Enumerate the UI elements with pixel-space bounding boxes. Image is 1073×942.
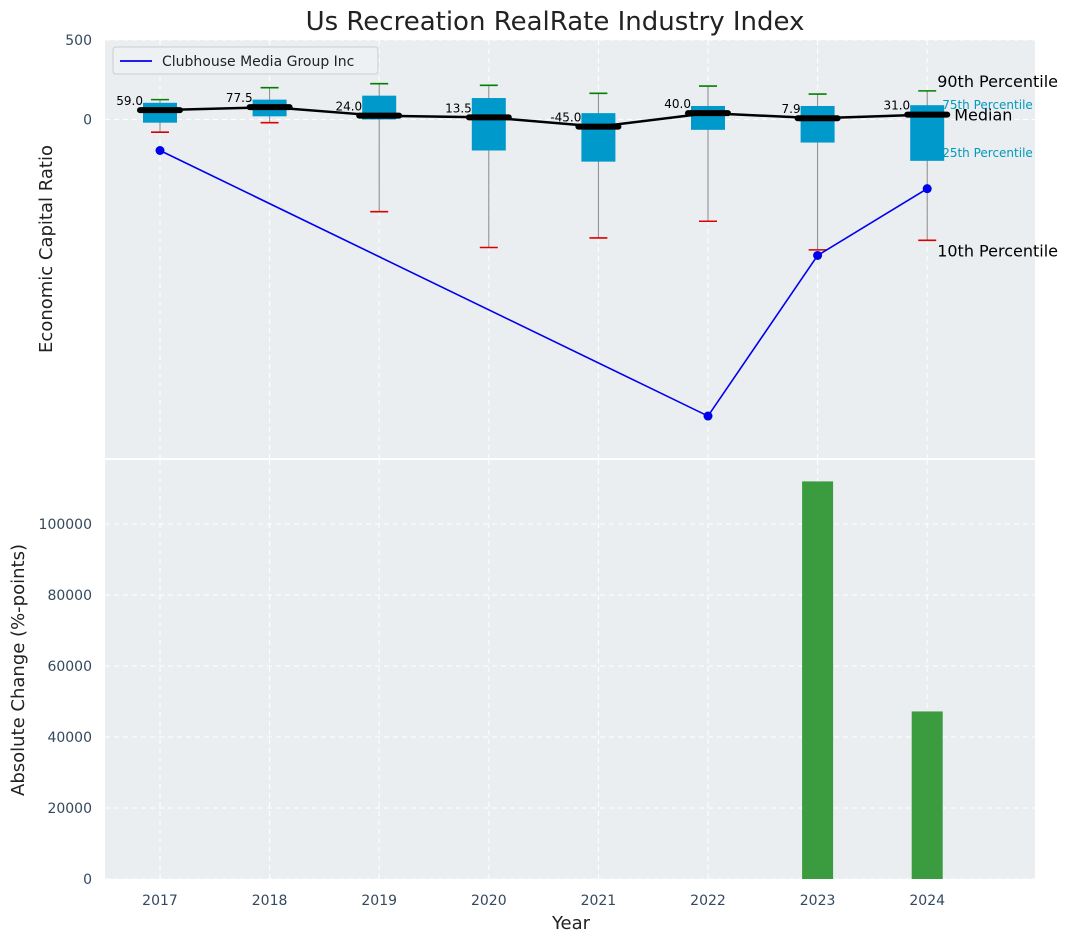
median-value-label: 13.5 [445, 101, 472, 115]
median-value-label: 40.0 [664, 97, 691, 111]
chart-title: Us Recreation RealRate Industry Index [306, 7, 805, 37]
x-tick-label: 2022 [690, 893, 726, 909]
legend: Clubhouse Media Group Inc [112, 46, 379, 75]
median-value-label: 59.0 [116, 94, 143, 108]
bottom-y-tick-label: 40000 [47, 730, 92, 746]
company-line [159, 149, 928, 418]
annotation-p90: 90th Percentile [937, 72, 1058, 91]
x-axis-label: Year [551, 913, 591, 934]
top-y-tick-label: 500 [65, 33, 92, 49]
median-value-label: -45.0 [550, 111, 581, 125]
annotation-p25: 25th Percentile [942, 146, 1033, 160]
company-point-2022 [703, 411, 713, 421]
company-point-2023 [813, 250, 823, 260]
median-line [159, 105, 928, 128]
company-point-2017 [155, 146, 165, 156]
median-value-label: 31.0 [883, 99, 910, 113]
bottom-panel-background [105, 460, 1035, 879]
x-tick-label: 2024 [909, 893, 945, 909]
annotation-p10: 10th Percentile [937, 241, 1058, 260]
legend-box [112, 46, 379, 75]
median-value-label: 24.0 [335, 100, 362, 114]
x-tick-label: 2019 [361, 893, 397, 909]
box-plot-2022 [685, 85, 731, 223]
median-value-label: 77.5 [226, 91, 253, 105]
bottom-y-tick-label: 100000 [39, 517, 92, 533]
legend-label: Clubhouse Media Group Inc [162, 54, 354, 70]
iqr-box [581, 113, 616, 162]
iqr-box [800, 105, 835, 143]
bottom-y-axis-label: Absolute Change (%-points) [8, 544, 29, 796]
top-y-tick-label: 0 [83, 113, 92, 129]
bottom-y-tick-label: 80000 [47, 588, 92, 604]
bar-2023 [802, 481, 834, 879]
x-tick-label: 2023 [800, 893, 836, 909]
bottom-grid [105, 460, 1035, 880]
median-value-label: 7.9 [782, 102, 801, 116]
bottom-y-tick-label: 0 [83, 872, 92, 888]
x-tick-label: 2017 [142, 893, 178, 909]
box-plot-2021 [575, 92, 622, 239]
x-tick-label: 2020 [471, 893, 507, 909]
bottom-y-tick-label: 60000 [47, 659, 92, 675]
bottom-y-tick-label: 20000 [47, 801, 92, 817]
x-tick-label: 2021 [581, 893, 617, 909]
iqr-box [691, 105, 725, 130]
company-point-2024 [922, 184, 932, 194]
annotation-p75: 75th Percentile [942, 98, 1033, 112]
top-y-axis-label: Economic Capital Ratio [36, 145, 57, 353]
bar-2024 [911, 711, 943, 879]
x-tick-label: 2018 [252, 893, 288, 909]
iqr-box [471, 98, 506, 151]
annotation-median: Median [954, 106, 1012, 125]
